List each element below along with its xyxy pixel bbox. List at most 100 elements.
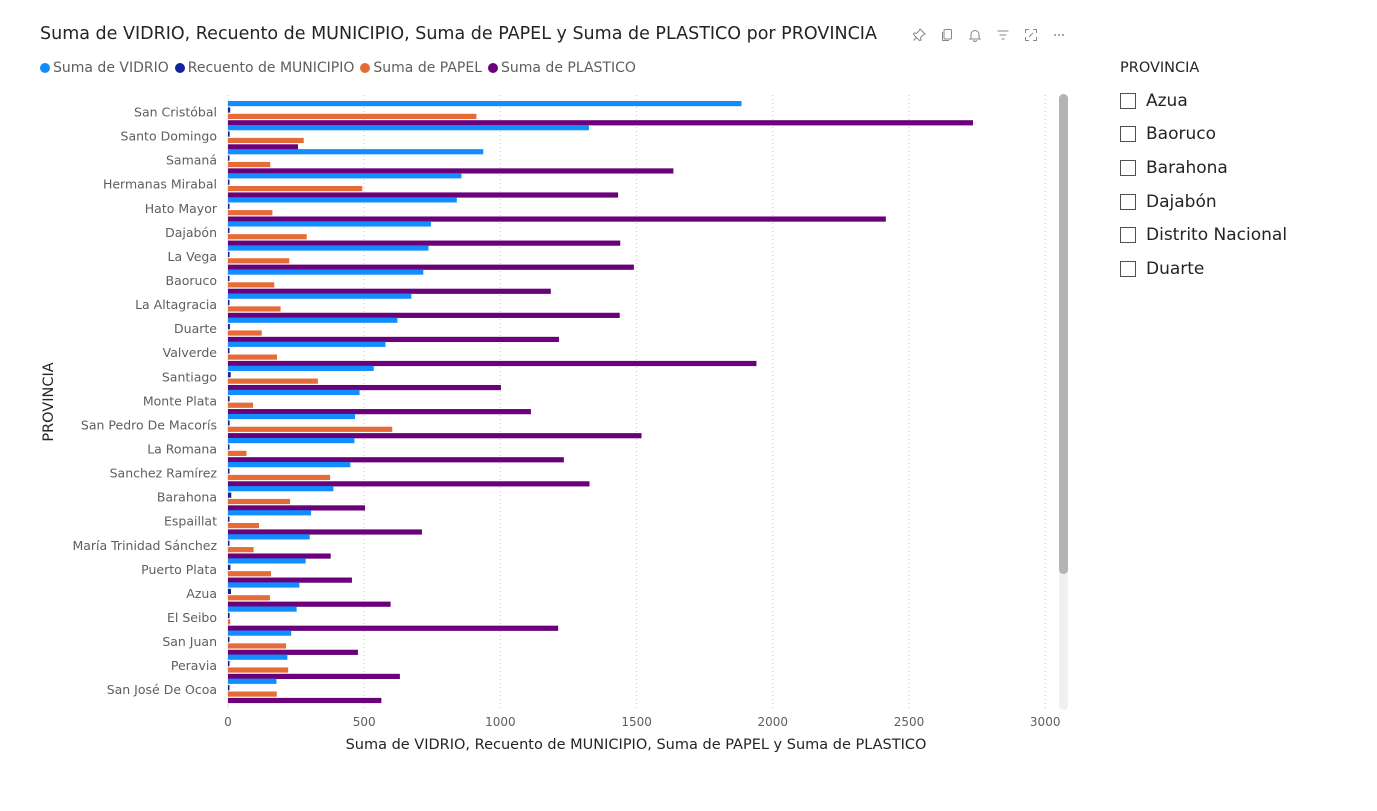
bar-plastico[interactable] xyxy=(228,288,551,294)
bar-vidrio[interactable] xyxy=(228,654,288,660)
legend-item-plastico[interactable]: Suma de PLASTICO xyxy=(488,60,636,76)
bar-vidrio[interactable] xyxy=(228,101,742,107)
bar-municipio[interactable] xyxy=(228,444,230,450)
bar-vidrio[interactable] xyxy=(228,149,484,155)
bar-papel[interactable] xyxy=(228,450,247,456)
checkbox[interactable] xyxy=(1120,260,1136,277)
bar-municipio[interactable] xyxy=(228,588,231,594)
bar-municipio[interactable] xyxy=(228,131,230,137)
checkbox[interactable] xyxy=(1120,126,1136,143)
checkbox[interactable] xyxy=(1120,227,1136,244)
bar-vidrio[interactable] xyxy=(228,317,398,323)
bar-plastico[interactable] xyxy=(228,625,559,631)
bar-plastico[interactable] xyxy=(228,336,559,343)
pin-icon[interactable] xyxy=(910,26,928,44)
bar-papel[interactable] xyxy=(228,161,271,168)
slicer-item[interactable]: Dajabón xyxy=(1120,185,1350,219)
bar-papel[interactable] xyxy=(228,547,254,553)
checkbox[interactable] xyxy=(1120,193,1136,210)
bar-plastico[interactable] xyxy=(228,673,400,680)
chart-scrollbar-thumb[interactable] xyxy=(1059,94,1068,574)
bar-municipio[interactable] xyxy=(228,661,230,667)
bar-municipio[interactable] xyxy=(228,636,230,643)
slicer-item[interactable]: Baoruco xyxy=(1120,118,1350,152)
bar-papel[interactable] xyxy=(228,113,477,119)
bar-plastico[interactable] xyxy=(228,216,886,222)
bar-papel[interactable] xyxy=(228,258,290,264)
bar-plastico[interactable] xyxy=(228,481,590,487)
bar-municipio[interactable] xyxy=(228,540,230,546)
copy-icon[interactable] xyxy=(938,26,956,44)
bar-vidrio[interactable] xyxy=(228,678,277,684)
bar-vidrio[interactable] xyxy=(228,341,386,347)
bar-vidrio[interactable] xyxy=(228,630,292,636)
bar-municipio[interactable] xyxy=(228,324,230,330)
bar-plastico[interactable] xyxy=(228,168,674,174)
bar-vidrio[interactable] xyxy=(228,558,306,564)
bar-vidrio[interactable] xyxy=(228,245,429,251)
bar-plastico[interactable] xyxy=(228,577,352,583)
bar-vidrio[interactable] xyxy=(228,413,355,420)
bar-vidrio[interactable] xyxy=(228,173,462,179)
bar-plastico[interactable] xyxy=(228,649,358,655)
bar-papel[interactable] xyxy=(228,186,363,192)
bar-municipio[interactable] xyxy=(228,155,230,161)
bar-papel[interactable] xyxy=(228,354,278,360)
bar-papel[interactable] xyxy=(228,426,393,432)
bar-plastico[interactable] xyxy=(228,433,642,439)
slicer-item[interactable]: Duarte xyxy=(1120,252,1350,286)
bar-papel[interactable] xyxy=(228,378,318,384)
bar-papel[interactable] xyxy=(228,691,277,697)
bar-vidrio[interactable] xyxy=(228,462,351,468)
bar-plastico[interactable] xyxy=(228,553,331,559)
bar-municipio[interactable] xyxy=(228,348,230,354)
bar-vidrio[interactable] xyxy=(228,606,297,612)
bar-plastico[interactable] xyxy=(228,457,564,463)
bar-papel[interactable] xyxy=(228,522,260,529)
bar-plastico[interactable] xyxy=(228,601,391,607)
bar-papel[interactable] xyxy=(228,234,307,240)
bar-municipio[interactable] xyxy=(228,299,230,306)
slicer-item[interactable]: Distrito Nacional xyxy=(1120,218,1350,252)
bar-vidrio[interactable] xyxy=(228,197,457,203)
bar-plastico[interactable] xyxy=(228,409,531,415)
checkbox[interactable] xyxy=(1120,92,1136,109)
bar-plastico[interactable] xyxy=(228,505,366,511)
bar-papel[interactable] xyxy=(228,595,270,601)
bar-plastico[interactable] xyxy=(228,384,501,391)
bar-municipio[interactable] xyxy=(228,396,230,402)
bar-municipio[interactable] xyxy=(228,251,230,258)
bar-papel[interactable] xyxy=(228,282,275,288)
bar-papel[interactable] xyxy=(228,210,273,216)
legend-item-municipio[interactable]: Recuento de MUNICIPIO xyxy=(174,60,354,76)
bar-municipio[interactable] xyxy=(228,372,231,378)
bar-municipio[interactable] xyxy=(228,203,230,209)
bar-municipio[interactable] xyxy=(228,516,230,522)
bar-papel[interactable] xyxy=(228,474,331,481)
bar-vidrio[interactable] xyxy=(228,125,589,131)
bar-plastico[interactable] xyxy=(228,240,621,246)
checkbox[interactable] xyxy=(1120,159,1136,176)
bar-papel[interactable] xyxy=(228,498,291,505)
filter-icon[interactable] xyxy=(994,26,1012,44)
bar-plastico[interactable] xyxy=(228,192,619,198)
bar-municipio[interactable] xyxy=(228,179,230,185)
legend-item-papel[interactable]: Suma de PAPEL xyxy=(360,60,482,76)
bar-municipio[interactable] xyxy=(228,468,230,474)
bar-plastico[interactable] xyxy=(228,264,634,270)
bar-vidrio[interactable] xyxy=(228,510,312,516)
bar-vidrio[interactable] xyxy=(228,365,374,371)
bar-plastico[interactable] xyxy=(228,312,620,318)
bar-plastico[interactable] xyxy=(228,144,299,150)
bar-vidrio[interactable] xyxy=(228,221,431,227)
bar-vidrio[interactable] xyxy=(228,534,310,540)
bar-vidrio[interactable] xyxy=(228,269,424,275)
bar-municipio[interactable] xyxy=(228,227,230,233)
more-options-icon[interactable] xyxy=(1050,26,1068,44)
bar-papel[interactable] xyxy=(228,137,304,144)
bar-municipio[interactable] xyxy=(228,612,230,619)
focus-mode-icon[interactable] xyxy=(1022,26,1040,44)
legend-item-vidrio[interactable]: Suma de VIDRIO xyxy=(40,60,169,76)
bar-vidrio[interactable] xyxy=(228,293,412,299)
bar-papel[interactable] xyxy=(228,306,281,312)
